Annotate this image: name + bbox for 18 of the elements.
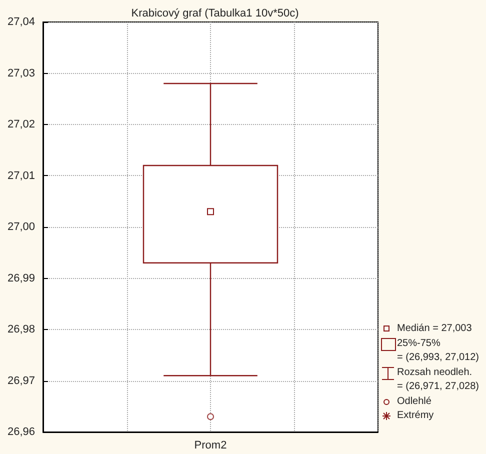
x-tick-label: Prom2 <box>194 440 227 452</box>
y-tick-label: 26,96 <box>7 426 35 438</box>
y-tick-label: 26,98 <box>7 324 35 336</box>
y-tick-label: 27,02 <box>7 118 35 130</box>
text: 25%-75% <box>397 336 440 350</box>
text: = (26,993, 27,012) <box>397 351 480 365</box>
text: Odlehlé <box>397 394 432 408</box>
y-tick-label: 27,01 <box>7 170 35 182</box>
chart-title: Krabicový graf (Tabulka1 10v*50c) <box>131 8 299 20</box>
y-tick-label: 27,03 <box>7 67 35 80</box>
text: = (26,971, 27,028) <box>397 380 480 394</box>
y-tick-label: 26,97 <box>7 374 35 387</box>
y-tick-label: 27,04 <box>7 16 35 28</box>
text: Extrémy <box>397 409 434 423</box>
y-tick-label: 27,00 <box>7 221 35 233</box>
y-tick-label: 26,99 <box>7 272 35 284</box>
text: Medián = 27,003 <box>397 322 472 336</box>
text: Rozsah neodleh. <box>397 366 472 380</box>
